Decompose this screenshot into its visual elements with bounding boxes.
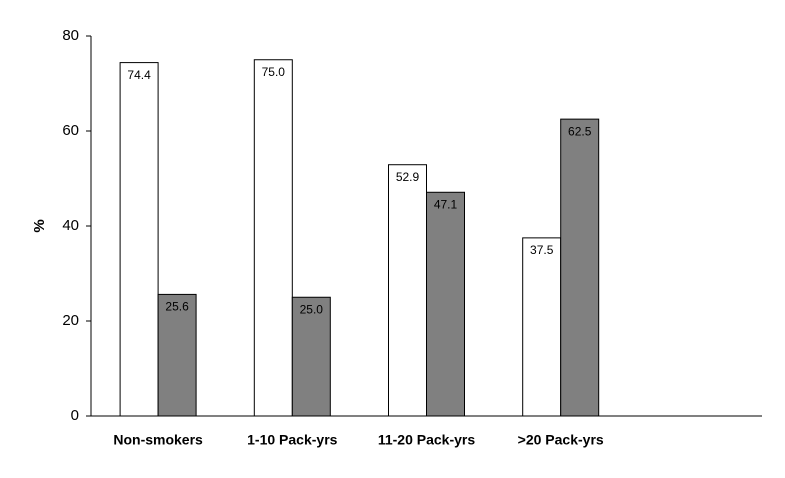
value-label: 37.5 [530,243,554,257]
value-label: 25.6 [165,300,189,314]
bar [560,118,600,417]
value-label: 62.5 [568,124,592,138]
y-tick-label: 20 [62,312,79,329]
x-tick-label: Non-smokers [113,432,203,448]
bar [388,164,427,417]
y-axis-label: % [31,219,48,232]
bar [291,296,331,417]
x-tick-label: 1-10 Pack-yrs [247,432,338,448]
bar [119,62,159,417]
bar [253,59,293,417]
y-tick-label: 0 [71,407,79,424]
y-tick-label: 60 [62,122,79,139]
y-tick-label: 80 [62,27,79,44]
bar [157,293,197,417]
x-tick-label: 11-20 Pack-yrs [378,432,476,448]
value-label: 25.0 [300,302,324,316]
y-tick-label: 40 [62,217,79,234]
value-label: 52.9 [396,170,420,184]
value-label: 75.0 [262,65,286,79]
value-label: 47.1 [434,197,458,211]
value-label: 74.4 [127,68,151,82]
bar [426,191,465,417]
bar [522,237,562,417]
x-tick-label: >20 Pack-yrs [518,432,604,448]
